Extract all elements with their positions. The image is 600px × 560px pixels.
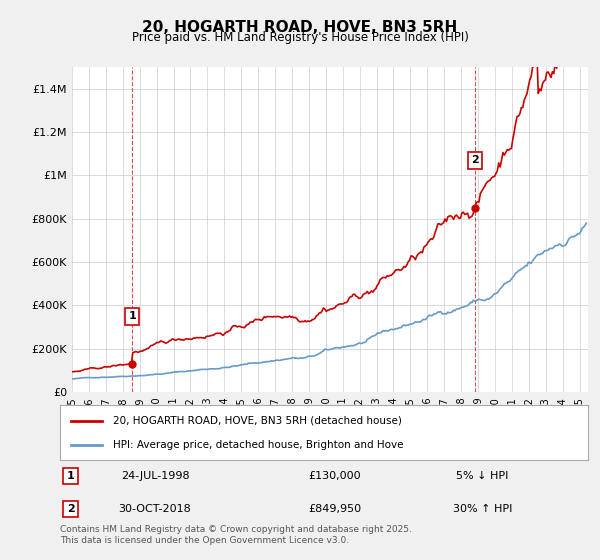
Text: 1: 1 xyxy=(128,311,136,321)
Text: 1: 1 xyxy=(67,471,74,481)
Text: HPI: Average price, detached house, Brighton and Hove: HPI: Average price, detached house, Brig… xyxy=(113,440,403,450)
Text: 5% ↓ HPI: 5% ↓ HPI xyxy=(456,471,509,481)
Text: 2: 2 xyxy=(67,504,74,514)
Text: 30% ↑ HPI: 30% ↑ HPI xyxy=(453,504,512,514)
Text: Price paid vs. HM Land Registry's House Price Index (HPI): Price paid vs. HM Land Registry's House … xyxy=(131,31,469,44)
Text: £849,950: £849,950 xyxy=(308,504,361,514)
Text: 2: 2 xyxy=(471,155,479,165)
Text: 20, HOGARTH ROAD, HOVE, BN3 5RH (detached house): 20, HOGARTH ROAD, HOVE, BN3 5RH (detache… xyxy=(113,416,401,426)
Text: Contains HM Land Registry data © Crown copyright and database right 2025.
This d: Contains HM Land Registry data © Crown c… xyxy=(60,525,412,545)
Text: £130,000: £130,000 xyxy=(308,471,361,481)
Text: 30-OCT-2018: 30-OCT-2018 xyxy=(119,504,191,514)
Text: 24-JUL-1998: 24-JUL-1998 xyxy=(121,471,190,481)
Text: 20, HOGARTH ROAD, HOVE, BN3 5RH: 20, HOGARTH ROAD, HOVE, BN3 5RH xyxy=(142,20,458,35)
